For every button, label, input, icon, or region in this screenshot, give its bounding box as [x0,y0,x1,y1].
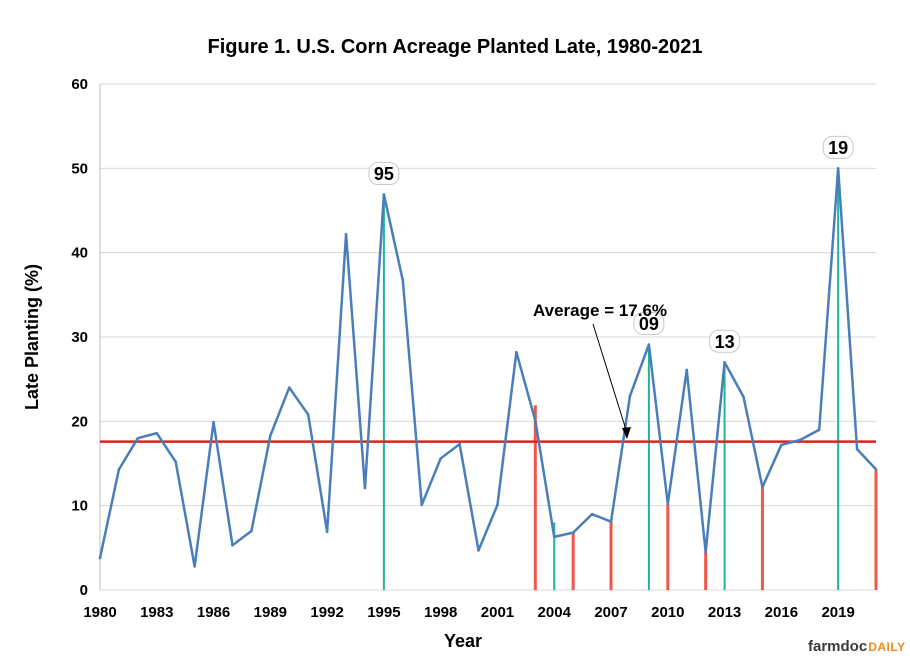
data-point [855,447,859,451]
svg-text:farmdocDAILY: farmdocDAILY [808,638,906,655]
data-point [742,395,745,399]
brand-logo-part2: DAILY [868,640,905,654]
data-point [780,443,783,447]
x-tick-label: 1995 [367,604,400,621]
data-point [382,193,386,196]
data-point [155,431,159,435]
data-point [231,544,234,547]
average-label: Average = 17.6% [533,301,667,320]
x-tick-label: 2001 [481,604,514,621]
data-point [590,512,594,516]
data-point [723,361,726,364]
data-point [306,413,310,416]
x-tick-label: 1986 [197,604,230,621]
callout-label: 13 [715,332,735,352]
data-point [704,550,707,554]
data-point [344,232,348,236]
data-point [117,468,121,471]
x-tick-label: 2007 [594,604,627,621]
x-axis-label: Year [444,631,482,651]
callout-box [709,329,741,353]
data-point [325,530,329,534]
data-point [136,436,140,440]
data-point [496,503,499,507]
data-point [836,167,840,170]
callout-label: 95 [374,164,394,184]
data-point [458,442,461,446]
data-point [439,457,442,460]
series-line [98,167,877,568]
gridlines [100,83,876,591]
x-tick-label: 1992 [310,604,343,621]
y-tick-label: 0 [80,582,88,599]
x-tick-label: 2013 [708,604,741,621]
data-point [552,535,556,539]
data-point [401,279,405,282]
data-point [817,428,821,432]
data-point [685,368,689,372]
x-tick-label: 2019 [821,604,854,621]
x-tick-label: 1998 [424,604,457,621]
y-tick-label: 50 [71,160,88,177]
data-point [628,394,632,398]
data-point [666,502,670,506]
callout-box [633,312,665,336]
y-tick-labels: 0 10 20 30 40 50 60 [71,76,88,599]
average-arrow [592,323,628,434]
brand-logo: farmdocDAILY [808,638,906,655]
year-callouts: 95 09 13 19 [368,135,854,353]
data-point [761,485,764,489]
data-point [420,503,424,507]
average-arrowhead [622,427,631,439]
y-tick-label: 40 [71,245,88,262]
data-point [534,419,537,422]
data-point [874,468,878,471]
callout-box [822,135,854,159]
x-tick-label: 2010 [651,604,684,621]
y-tick-label: 10 [71,498,88,515]
data-point [477,549,480,552]
x-tick-labels: 1980 1983 1986 1989 1992 1995 1998 2001 2004 2007… [83,604,855,621]
callout-box [368,161,400,185]
brand-logo-part1: farmdoc [808,638,867,655]
x-tick-label: 2016 [765,604,798,621]
x-tick-label: 1980 [83,604,116,621]
data-point [647,343,651,346]
data-point [98,556,102,560]
y-axis-label: Late Planting (%) [22,264,42,410]
data-point [174,460,178,464]
chart-title: Figure 1. U.S. Corn Acreage Planted Late… [208,36,703,58]
x-tick-label: 2004 [538,604,572,621]
x-tick-label: 1989 [254,604,287,621]
callout-label: 09 [639,314,659,334]
y-tick-label: 30 [71,329,88,346]
drop-lines [382,168,878,590]
x-tick-label: 1983 [140,604,173,621]
data-point [269,434,272,437]
average-annotation: Average = 17.6% [533,301,667,439]
y-tick-label: 60 [71,76,88,93]
data-point [609,520,613,523]
data-point [212,420,215,424]
callout-label: 19 [828,138,848,158]
data-points [98,167,878,568]
data-point [363,486,367,490]
data-point [798,438,802,442]
data-point [193,565,196,568]
data-point [250,529,253,533]
data-point [287,386,291,389]
data-point [515,350,518,354]
data-point [571,531,575,534]
y-tick-label: 20 [71,413,88,430]
